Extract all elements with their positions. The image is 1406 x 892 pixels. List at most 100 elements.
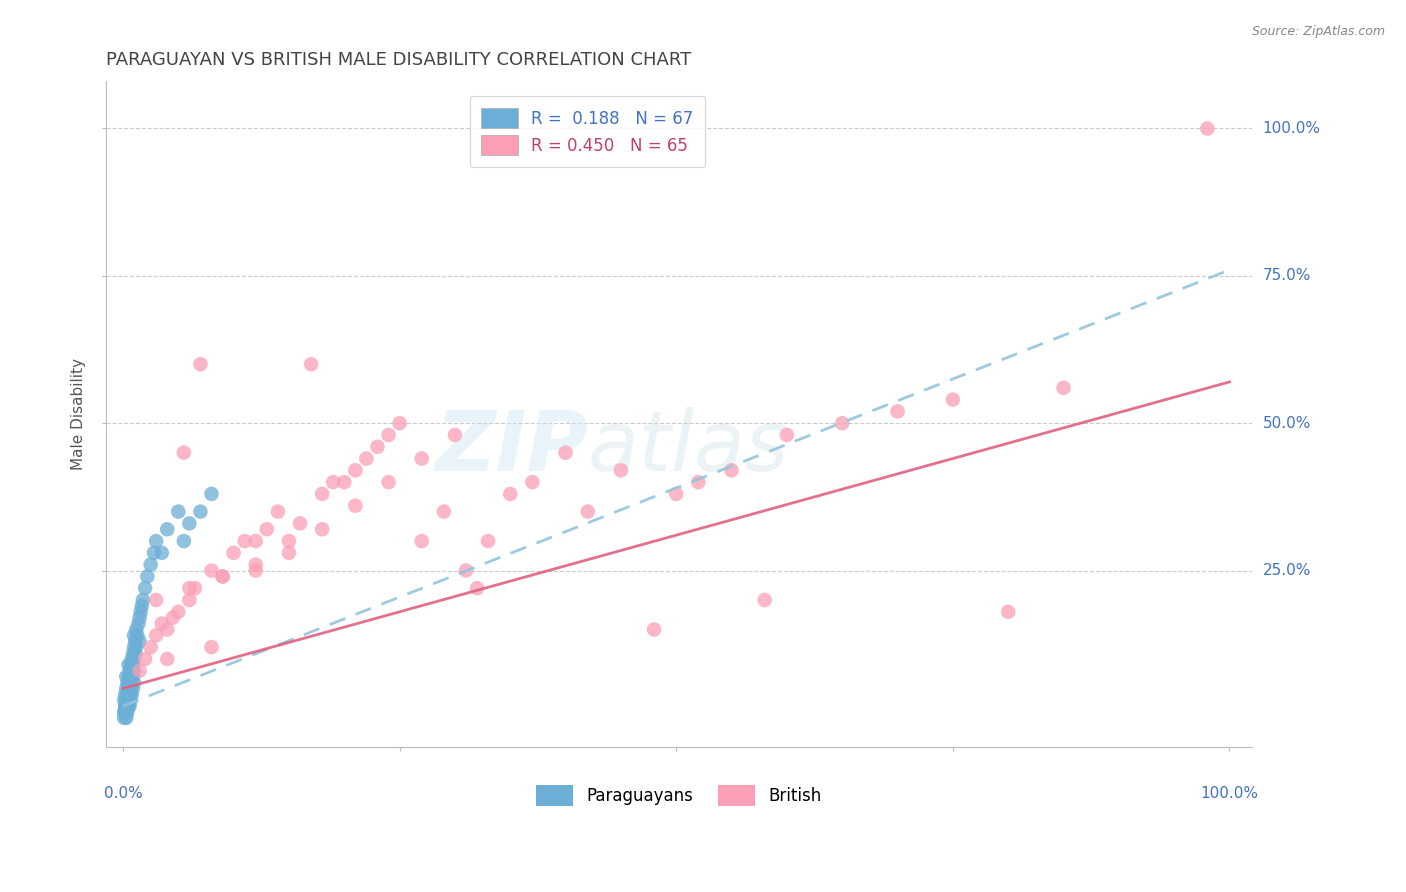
- British: [377, 428, 399, 442]
- Paraguayans: [122, 652, 145, 666]
- Paraguayans: [120, 693, 142, 707]
- Paraguayans: [115, 705, 138, 719]
- British: [522, 475, 544, 489]
- Paraguayans: [132, 593, 155, 607]
- British: [344, 499, 367, 513]
- Paraguayans: [128, 610, 150, 624]
- Paraguayans: [117, 705, 139, 719]
- Paraguayans: [117, 699, 139, 714]
- British: [499, 487, 522, 501]
- British: [245, 558, 267, 572]
- Paraguayans: [114, 705, 136, 719]
- British: [222, 546, 245, 560]
- Text: 50.0%: 50.0%: [1263, 416, 1310, 431]
- British: [465, 581, 488, 595]
- Y-axis label: Male Disability: Male Disability: [72, 359, 86, 470]
- Paraguayans: [122, 640, 145, 655]
- Paraguayans: [179, 516, 201, 531]
- Paraguayans: [122, 646, 145, 660]
- British: [377, 475, 399, 489]
- Paraguayans: [115, 670, 138, 684]
- Paraguayans: [122, 681, 145, 696]
- Paraguayans: [117, 693, 139, 707]
- Text: 100.0%: 100.0%: [1263, 121, 1320, 136]
- British: [665, 487, 688, 501]
- British: [134, 652, 156, 666]
- Paraguayans: [117, 693, 139, 707]
- British: [288, 516, 311, 531]
- Paraguayans: [122, 657, 145, 672]
- Paraguayans: [125, 623, 148, 637]
- British: [145, 628, 167, 642]
- Paraguayans: [121, 664, 143, 678]
- Paraguayans: [118, 699, 141, 714]
- British: [411, 534, 433, 549]
- Paraguayans: [114, 699, 136, 714]
- Paraguayans: [115, 711, 138, 725]
- Text: 25.0%: 25.0%: [1263, 563, 1310, 578]
- British: [211, 569, 233, 583]
- British: [190, 357, 212, 371]
- British: [278, 534, 301, 549]
- Paraguayans: [117, 657, 139, 672]
- Paraguayans: [131, 599, 153, 613]
- British: [128, 664, 150, 678]
- Paraguayans: [127, 616, 149, 631]
- British: [411, 451, 433, 466]
- Paraguayans: [122, 664, 145, 678]
- British: [886, 404, 908, 418]
- Paraguayans: [156, 522, 179, 536]
- British: [1052, 381, 1074, 395]
- Paraguayans: [114, 687, 136, 701]
- British: [184, 581, 207, 595]
- Paraguayans: [124, 646, 146, 660]
- British: [333, 475, 356, 489]
- British: [245, 564, 267, 578]
- British: [643, 623, 665, 637]
- British: [150, 616, 173, 631]
- Paraguayans: [121, 675, 143, 690]
- Paraguayans: [121, 687, 143, 701]
- British: [322, 475, 344, 489]
- Paraguayans: [190, 505, 212, 519]
- Paraguayans: [122, 628, 145, 642]
- Paraguayans: [127, 628, 149, 642]
- British: [233, 534, 256, 549]
- Paraguayans: [117, 681, 139, 696]
- Paraguayans: [122, 675, 145, 690]
- Paraguayans: [167, 505, 190, 519]
- British: [1197, 121, 1219, 136]
- British: [433, 505, 456, 519]
- British: [278, 546, 301, 560]
- Text: ZIP: ZIP: [434, 407, 588, 488]
- Paraguayans: [134, 581, 156, 595]
- Text: Source: ZipAtlas.com: Source: ZipAtlas.com: [1251, 25, 1385, 38]
- British: [720, 463, 742, 477]
- British: [267, 505, 290, 519]
- Text: 0.0%: 0.0%: [104, 786, 142, 801]
- British: [179, 581, 201, 595]
- Paraguayans: [120, 657, 142, 672]
- Paraguayans: [115, 681, 138, 696]
- British: [388, 416, 411, 430]
- British: [356, 451, 378, 466]
- Paraguayans: [128, 634, 150, 648]
- Paraguayans: [122, 670, 145, 684]
- Paraguayans: [143, 546, 166, 560]
- British: [245, 534, 267, 549]
- Paraguayans: [117, 699, 139, 714]
- Paraguayans: [145, 534, 167, 549]
- Paraguayans: [118, 675, 141, 690]
- Text: 100.0%: 100.0%: [1201, 786, 1258, 801]
- British: [831, 416, 853, 430]
- British: [344, 463, 367, 477]
- Paraguayans: [139, 558, 162, 572]
- Paraguayans: [118, 687, 141, 701]
- British: [554, 445, 576, 459]
- Paraguayans: [136, 569, 159, 583]
- Paraguayans: [117, 699, 139, 714]
- Text: 75.0%: 75.0%: [1263, 268, 1310, 284]
- Text: PARAGUAYAN VS BRITISH MALE DISABILITY CORRELATION CHART: PARAGUAYAN VS BRITISH MALE DISABILITY CO…: [107, 51, 692, 69]
- British: [576, 505, 599, 519]
- Paraguayans: [200, 487, 222, 501]
